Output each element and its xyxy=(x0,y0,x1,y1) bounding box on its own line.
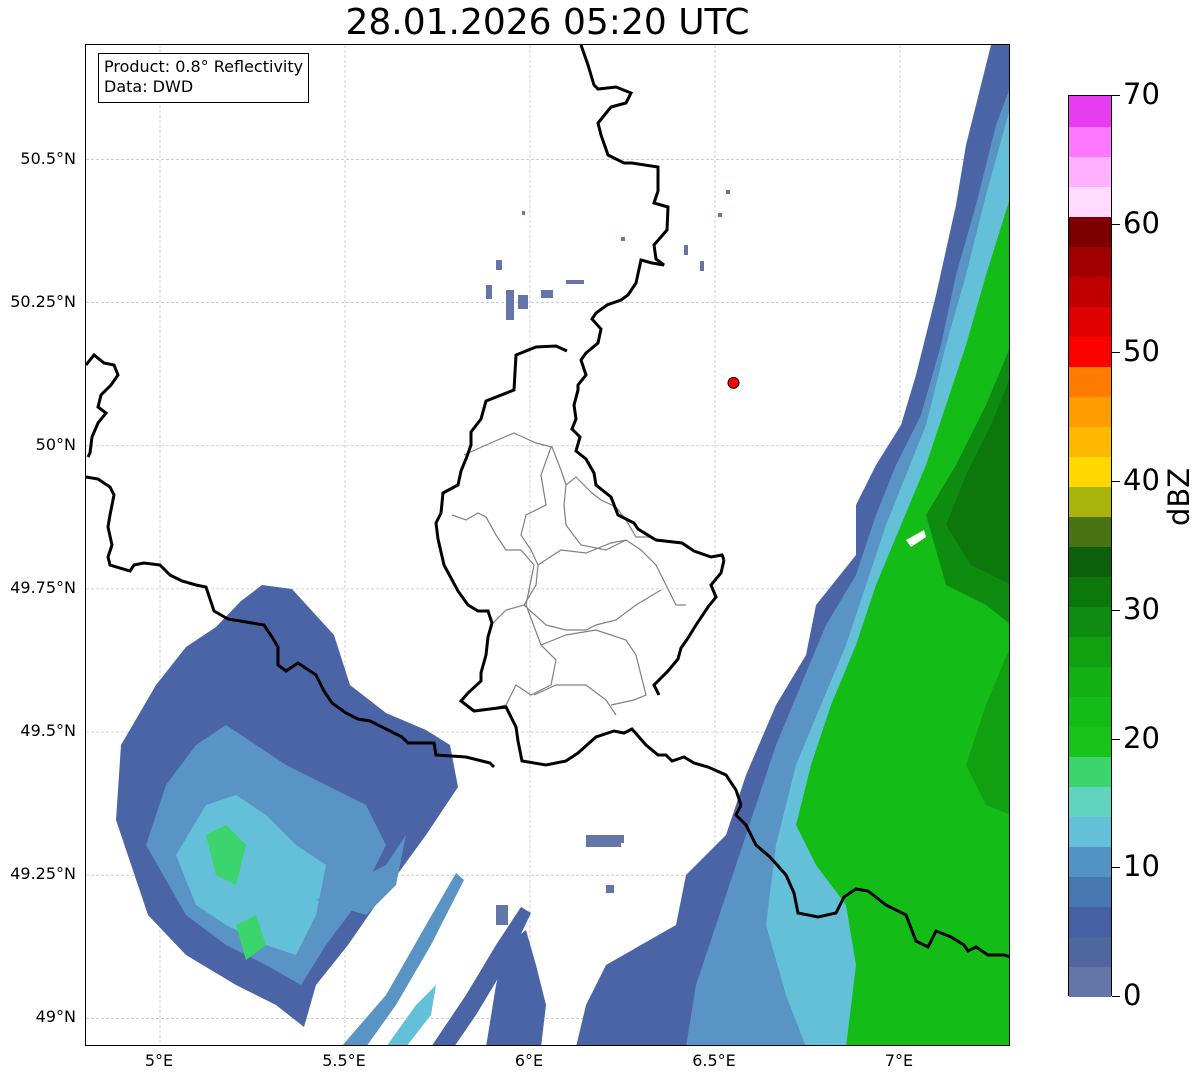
colorbar-segment xyxy=(1069,456,1111,487)
colorbar-tick xyxy=(1112,996,1120,997)
colorbar-tick xyxy=(1112,609,1120,611)
colorbar-label: dBZ xyxy=(1162,467,1196,526)
colorbar-segment xyxy=(1069,336,1111,367)
colorbar-segment xyxy=(1069,936,1111,968)
colorbar-tick-label: 30 xyxy=(1123,591,1160,626)
luxembourg-district-borders xyxy=(451,432,686,716)
country-borders xyxy=(86,45,1009,958)
colorbar-segment xyxy=(1069,156,1111,187)
colorbar-segment xyxy=(1069,486,1111,517)
colorbar-segment xyxy=(1069,276,1111,307)
longitude-tick-label: 6.5°E xyxy=(692,1051,736,1070)
colorbar-segment xyxy=(1069,696,1111,728)
colorbar-segment xyxy=(1069,786,1111,818)
colorbar-segment xyxy=(1069,546,1111,578)
colorbar-segment xyxy=(1069,246,1111,277)
longitude-tick-label: 5.5°E xyxy=(322,1051,366,1070)
latitude-tick-label: 49.25°N xyxy=(10,864,76,884)
product-info-box: Product: 0.8° Reflectivity Data: DWD xyxy=(98,53,310,103)
colorbar-segment xyxy=(1069,906,1111,938)
colorbar-tick-label: 60 xyxy=(1123,205,1160,240)
colorbar-segment xyxy=(1069,396,1111,427)
colorbar-segment xyxy=(1069,306,1111,337)
latitude-tick-label: 50.25°N xyxy=(10,291,76,311)
latitude-tick-label: 50°N xyxy=(35,434,76,454)
colorbar-segment xyxy=(1069,126,1111,157)
colorbar-segment xyxy=(1069,666,1111,698)
radar-map[interactable] xyxy=(85,44,1010,1046)
colorbar-segment xyxy=(1069,636,1111,668)
longitude-tick-label: 6°E xyxy=(514,1051,544,1070)
product-label: Product: 0.8° Reflectivity xyxy=(104,57,304,76)
colorbar-segment xyxy=(1069,216,1111,247)
precipitation-layer-south-streaks xyxy=(342,873,546,1045)
longitude-tick-label: 7°E xyxy=(884,1051,914,1070)
precipitation-layer-southwest xyxy=(116,585,458,1027)
colorbar-segment xyxy=(1069,186,1111,217)
latitude-tick-label: 49.75°N xyxy=(10,577,76,597)
map-title: 28.01.2026 05:20 UTC xyxy=(345,2,750,43)
colorbar xyxy=(1068,95,1112,998)
precipitation-speckles xyxy=(486,190,730,925)
colorbar-segment xyxy=(1069,726,1111,758)
colorbar-segment xyxy=(1069,516,1111,547)
colorbar-segment xyxy=(1069,606,1111,638)
colorbar-segment xyxy=(1069,846,1111,878)
colorbar-tick xyxy=(1112,95,1120,96)
colorbar-tick xyxy=(1112,223,1120,225)
colorbar-tick xyxy=(1112,867,1120,869)
colorbar-segment xyxy=(1069,966,1111,998)
data-source-label: Data: DWD xyxy=(104,77,194,96)
colorbar-segment xyxy=(1069,366,1111,397)
colorbar-tick-label: 40 xyxy=(1123,463,1160,498)
colorbar-tick xyxy=(1112,738,1120,740)
colorbar-tick-label: 70 xyxy=(1123,77,1160,111)
colorbar-segment xyxy=(1069,756,1111,788)
radar-map-canvas xyxy=(86,45,1009,1045)
latitude-tick-label: 50.5°N xyxy=(20,148,76,168)
colorbar-tick-label: 10 xyxy=(1123,849,1160,884)
precipitation-layer-east xyxy=(576,45,1009,1045)
colorbar-segment xyxy=(1069,96,1111,127)
latitude-tick-label: 49°N xyxy=(35,1007,76,1027)
colorbar-tick-label: 0 xyxy=(1123,978,1142,1012)
colorbar-segment xyxy=(1069,426,1111,457)
longitude-tick-label: 5°E xyxy=(144,1051,174,1070)
latitude-tick-label: 49.5°N xyxy=(20,721,76,741)
colorbar-tick xyxy=(1112,481,1120,483)
colorbar-segment xyxy=(1069,876,1111,908)
radar-site-marker xyxy=(727,376,740,389)
colorbar-segment xyxy=(1069,576,1111,608)
colorbar-tick-label: 20 xyxy=(1123,720,1160,755)
colorbar-tick-label: 50 xyxy=(1123,334,1160,369)
colorbar-segment xyxy=(1069,816,1111,848)
colorbar-tick xyxy=(1112,352,1120,354)
